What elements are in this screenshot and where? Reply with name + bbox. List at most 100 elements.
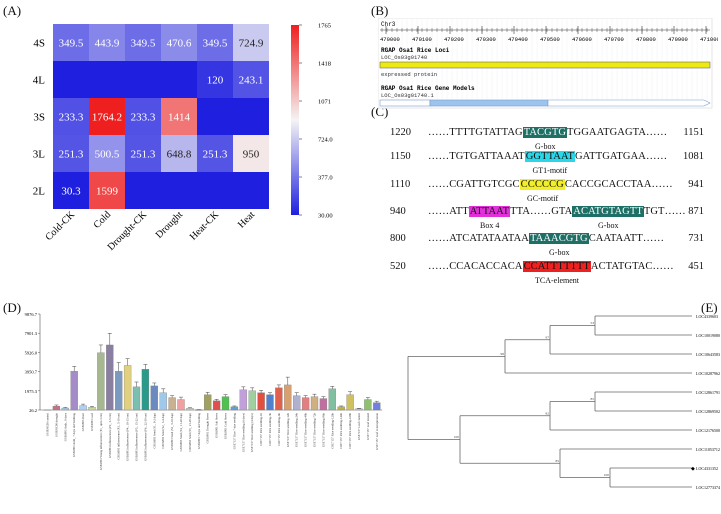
tree-taxon-label: LOC106435839 bbox=[696, 352, 720, 357]
x-tick-label: GSE6901 Cold Stress bbox=[224, 412, 228, 439]
heatmap-cell bbox=[197, 172, 233, 209]
track1-note: expressed protein bbox=[381, 71, 437, 78]
bar bbox=[79, 405, 87, 411]
heatmap-cell bbox=[89, 61, 125, 98]
browser-tick-label: 470300 bbox=[476, 36, 496, 43]
track2-model: LOC_Os03g01740.1 bbox=[381, 92, 435, 99]
heatmap-cell bbox=[89, 24, 125, 61]
heatmap-cell bbox=[161, 98, 197, 135]
heatmap-cell bbox=[161, 61, 197, 98]
browser-tick-label: 470900 bbox=[668, 36, 688, 43]
panel-label-a: (A) bbox=[3, 3, 22, 18]
bar bbox=[106, 344, 114, 411]
panel-label-b: (B) bbox=[371, 3, 389, 18]
bar bbox=[123, 365, 132, 411]
bar bbox=[373, 402, 381, 411]
y-tick-label: 7901.3 bbox=[25, 331, 38, 336]
bootstrap-value: 100 bbox=[604, 473, 610, 477]
sequence-text: ……CGATTGTCGCCCCCCGCACCGCACCTAA…… bbox=[428, 179, 673, 190]
heatmap-cell bbox=[161, 24, 197, 61]
x-tick-label: GSE7157 Rice seedling-6h bbox=[277, 413, 281, 446]
tree-taxon-label: LOC4339603 bbox=[696, 314, 718, 319]
motif-highlight: GGTTAAT bbox=[524, 151, 575, 162]
x-tick-label: GSE7157 Rice seedling-144h bbox=[339, 413, 343, 449]
tree-taxon-label: LOC102879629 bbox=[696, 371, 720, 376]
bar bbox=[159, 392, 167, 411]
bar bbox=[364, 399, 372, 411]
x-tick-label: GSE6901 Salt Stress bbox=[215, 412, 219, 438]
sequence-text: ……ATCATATAATAATAAACGTGCAATAATT…… bbox=[428, 233, 664, 244]
heatmap-cell bbox=[53, 135, 89, 172]
sequence-flank: CAATAATT…… bbox=[588, 233, 665, 244]
heatmap-cell bbox=[161, 135, 197, 172]
heatmap-value: 120 bbox=[207, 75, 224, 87]
heatmap-cell bbox=[53, 98, 89, 135]
bar bbox=[186, 408, 194, 411]
y-tick-label: 1975.3 bbox=[25, 389, 38, 394]
heatmap-cell bbox=[233, 98, 269, 135]
tree-taxon-label: LOC128617919 bbox=[696, 390, 720, 395]
tree-taxon-label: LOC128695028 bbox=[696, 409, 720, 414]
sequence-row: 1220 ……TTTTGTATTAGTACGTGTGGAATGAGTA…… 1151… bbox=[390, 127, 710, 159]
browser-tick-label: 470000 bbox=[380, 36, 400, 43]
track2-title: RGAP Osa1 Rice Gene Models bbox=[381, 85, 475, 92]
sequence-text: ……ATTATTAATTTA……GTAACATGTAGTTTGT…… bbox=[428, 206, 686, 217]
sequence-start-pos: 800 bbox=[390, 233, 406, 244]
colorbar-tick-label: 1071 bbox=[318, 99, 331, 106]
bar bbox=[310, 396, 319, 411]
bar bbox=[266, 394, 274, 411]
x-tick-label: GSE6893 Leaf bbox=[90, 413, 94, 431]
sequence-end-pos: 1151 bbox=[683, 127, 704, 138]
colorbar-tick-label: 377.0 bbox=[318, 175, 333, 182]
x-tick-label: OSIRNC00 control bbox=[46, 413, 50, 436]
heatmap-cell bbox=[53, 172, 89, 209]
tree-taxon-label: LOC121765009 bbox=[696, 428, 720, 433]
bar bbox=[204, 394, 212, 411]
bar bbox=[141, 369, 150, 411]
motif-highlight: CCATTTTTTT bbox=[522, 261, 591, 272]
browser-tick-label: 471000 bbox=[700, 36, 718, 43]
tree-taxon-label: LOC4331352 bbox=[696, 466, 718, 471]
x-tick-label: GSE7157 Rice seedling-120h bbox=[330, 413, 334, 449]
x-tick-label: GSE7157 Rice 7-day seedling bbox=[232, 413, 236, 450]
x-tick-label: GSE6893 inflorescence (P3_ 5-10 cm) bbox=[117, 413, 121, 460]
heatmap-value: 243.1 bbox=[239, 75, 264, 87]
sequence-row: 1110 ……CGATTGTCGCCCCCCGCACCGCACCTAA…… 941 G… bbox=[390, 179, 710, 211]
bootstrap-value: 100 bbox=[454, 435, 460, 439]
x-tick-label: GSE6893 Seed (S3_ 5-10 dap) bbox=[170, 413, 174, 450]
phylogenetic-tree: LOC4339603 LOC100190802 LOC106435839 LOC102… bbox=[407, 314, 720, 490]
bar bbox=[177, 399, 185, 411]
bootstrap-value: 82 bbox=[546, 411, 550, 415]
bar bbox=[70, 371, 78, 411]
heatmap-cell bbox=[53, 61, 89, 98]
bar bbox=[301, 397, 310, 411]
bar bbox=[230, 406, 239, 411]
sequence-end-pos: 1081 bbox=[683, 151, 704, 162]
sequence-text: ……TTTTGTATTAGTACGTGTGGAATGAGTA…… bbox=[428, 127, 667, 138]
bar bbox=[115, 371, 123, 411]
x-tick-label: GSE6901 Drought Stress bbox=[206, 412, 210, 443]
bar bbox=[248, 390, 256, 411]
locus-bar bbox=[379, 61, 711, 69]
bar bbox=[88, 407, 96, 411]
browser-tick-label: 470100 bbox=[412, 36, 432, 43]
heatmap-cell bbox=[197, 135, 233, 172]
sequence-flank: ……CGATTGTCGC bbox=[428, 179, 520, 190]
x-tick-label: GSE7157 Leaf treated bbox=[366, 413, 370, 440]
x-tick-label: GSE7157 Rice seedling-1h bbox=[259, 413, 263, 446]
x-tick-label: GSE6893 inflorescence (P2_ 3-5 cm) bbox=[108, 413, 112, 458]
gene-model-utr3 bbox=[547, 99, 711, 107]
sequence-end-pos: 871 bbox=[688, 206, 704, 217]
heatmap-value: 233.3 bbox=[59, 112, 84, 124]
heatmap-col-label: Cold-CK bbox=[43, 209, 77, 243]
bootstrap-value: 98 bbox=[501, 352, 505, 356]
browser-tick-label: 470500 bbox=[540, 36, 560, 43]
heatmap-cell bbox=[125, 98, 161, 135]
motif-highlight: ATTAAT bbox=[468, 206, 511, 217]
heatmap-cell bbox=[125, 61, 161, 98]
sequence-row: 940 ……ATTATTAATTTA……GTAACATGTAGTTTGT…… 871… bbox=[390, 206, 710, 238]
tree-taxon-label: LOC100190802 bbox=[696, 333, 720, 338]
sequence-start-pos: 1220 bbox=[390, 127, 411, 138]
heatmap-cell bbox=[89, 135, 125, 172]
motif-highlight: TACGTG bbox=[522, 127, 568, 138]
